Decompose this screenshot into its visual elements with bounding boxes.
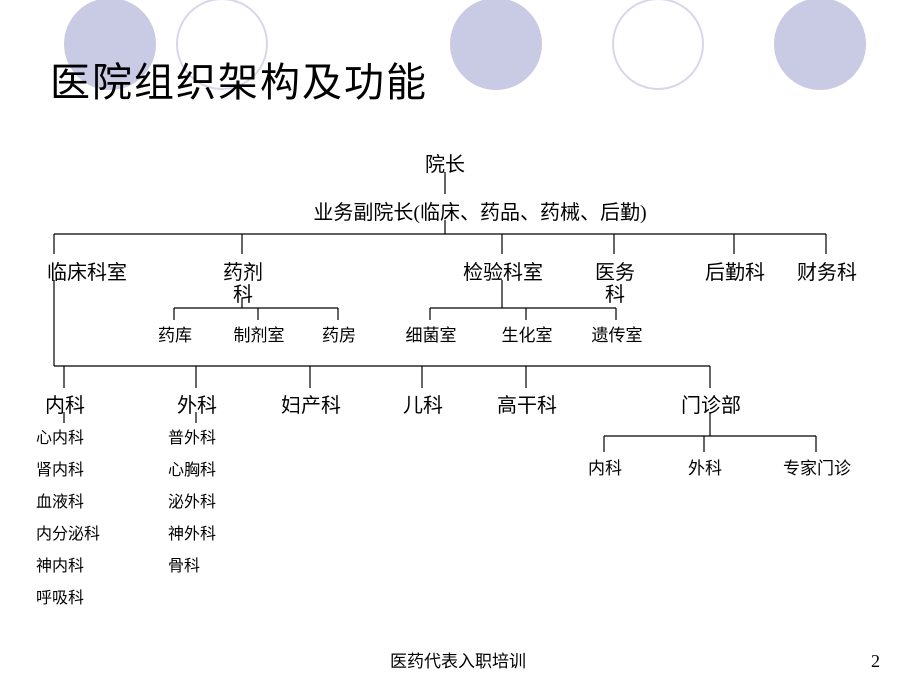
node-leaf: 心内科 — [36, 424, 84, 448]
node-leaf: 肾内科 — [36, 456, 84, 480]
node-root: 院长 — [415, 148, 475, 177]
node-leaf: 普外科 — [168, 424, 216, 448]
node-leaf: 骨科 — [168, 552, 200, 576]
node-sub: 细菌室 — [396, 321, 466, 346]
node-leaf: 神外科 — [168, 520, 216, 544]
node-dept: 门诊部 — [676, 389, 746, 418]
node-sub: 专家门诊 — [772, 454, 862, 479]
node-dept: 内科 — [40, 389, 90, 418]
node-leaf: 内分泌科 — [36, 520, 100, 544]
node-leaf: 血液科 — [36, 488, 84, 512]
node-dept: 财务科 — [792, 256, 862, 285]
node-dept: 妇产科 — [276, 389, 346, 418]
node-dept: 儿科 — [398, 389, 448, 418]
node-sub: 药库 — [150, 321, 200, 346]
node-leaf: 呼吸科 — [36, 584, 84, 608]
node-leaf: 神内科 — [36, 552, 84, 576]
node-sub: 生化室 — [492, 321, 562, 346]
node-dept: 后勤科 — [700, 256, 770, 285]
node-sub: 遗传室 — [582, 321, 652, 346]
node-dept: 临床科室 — [42, 256, 132, 285]
node-leaf: 心胸科 — [168, 456, 216, 480]
page-number: 2 — [871, 651, 880, 672]
node-leaf: 泌外科 — [168, 488, 216, 512]
node-dept: 检验科室 — [458, 256, 548, 285]
node-dept: 外科 — [172, 389, 222, 418]
node-dept: 高干科 — [492, 389, 562, 418]
node-dept: 科 — [600, 278, 630, 307]
node-dept: 科 — [228, 278, 258, 307]
node-sub: 药房 — [314, 321, 364, 346]
node-sub: 内科 — [580, 454, 630, 479]
node-sub: 外科 — [680, 454, 730, 479]
node-sub: 制剂室 — [224, 321, 294, 346]
footer-text: 医药代表入职培训 — [390, 647, 526, 672]
node-vice: 业务副院长(临床、药品、药械、后勤) — [290, 196, 670, 225]
